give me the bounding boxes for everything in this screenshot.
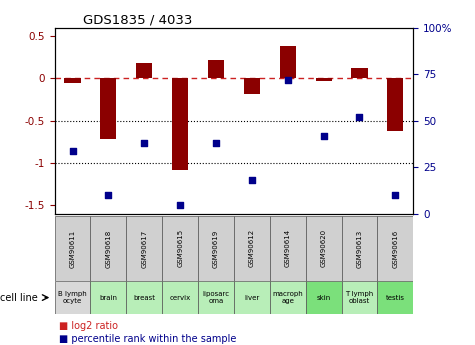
Text: GSM90613: GSM90613: [356, 229, 362, 267]
Text: GSM90618: GSM90618: [105, 229, 112, 267]
Text: GSM90620: GSM90620: [321, 229, 327, 267]
Bar: [65, 78, 81, 83]
Text: GSM90611: GSM90611: [69, 229, 76, 267]
Point: [391, 193, 399, 198]
Bar: [342, 281, 378, 314]
Text: GSM90614: GSM90614: [285, 229, 291, 267]
Text: GSM90617: GSM90617: [141, 229, 147, 267]
Text: breast: breast: [133, 295, 155, 300]
Bar: [280, 46, 296, 78]
Text: cell line: cell line: [0, 293, 38, 303]
Text: GSM90612: GSM90612: [249, 229, 255, 267]
Bar: [55, 216, 91, 281]
Point: [248, 178, 256, 183]
Bar: [162, 216, 198, 281]
Bar: [234, 216, 270, 281]
Text: brain: brain: [99, 295, 117, 300]
Point: [104, 193, 112, 198]
Text: T lymph
oblast: T lymph oblast: [345, 291, 373, 304]
Text: GSM90615: GSM90615: [177, 229, 183, 267]
Bar: [315, 78, 332, 81]
Bar: [198, 216, 234, 281]
Text: skin: skin: [316, 295, 331, 300]
Bar: [91, 281, 126, 314]
Text: testis: testis: [386, 295, 405, 300]
Bar: [244, 78, 260, 93]
Text: GSM90616: GSM90616: [392, 229, 399, 267]
Text: ■ log2 ratio: ■ log2 ratio: [59, 321, 118, 331]
Point: [212, 140, 220, 146]
Bar: [208, 60, 224, 78]
Bar: [270, 216, 306, 281]
Bar: [198, 281, 234, 314]
Point: [141, 140, 148, 146]
Bar: [352, 68, 368, 78]
Bar: [172, 78, 188, 170]
Text: macroph
age: macroph age: [272, 291, 303, 304]
Bar: [100, 78, 116, 139]
Bar: [378, 216, 413, 281]
Bar: [126, 281, 162, 314]
Point: [320, 133, 327, 138]
Bar: [162, 281, 198, 314]
Text: ■ percentile rank within the sample: ■ percentile rank within the sample: [59, 334, 237, 344]
Bar: [91, 216, 126, 281]
Point: [284, 77, 292, 82]
Bar: [306, 281, 342, 314]
Bar: [126, 216, 162, 281]
Text: GSM90619: GSM90619: [213, 229, 219, 267]
Text: liver: liver: [244, 295, 259, 300]
Bar: [342, 216, 378, 281]
Bar: [270, 281, 306, 314]
Bar: [234, 281, 270, 314]
Text: B lymph
ocyte: B lymph ocyte: [58, 291, 87, 304]
Bar: [378, 281, 413, 314]
Point: [356, 114, 363, 120]
Bar: [306, 216, 342, 281]
Bar: [136, 63, 152, 78]
Text: cervix: cervix: [170, 295, 191, 300]
Point: [176, 202, 184, 207]
Bar: [387, 78, 403, 131]
Text: liposarc
oma: liposarc oma: [202, 291, 229, 304]
Text: GDS1835 / 4033: GDS1835 / 4033: [83, 13, 193, 27]
Bar: [55, 281, 91, 314]
Point: [69, 148, 76, 153]
